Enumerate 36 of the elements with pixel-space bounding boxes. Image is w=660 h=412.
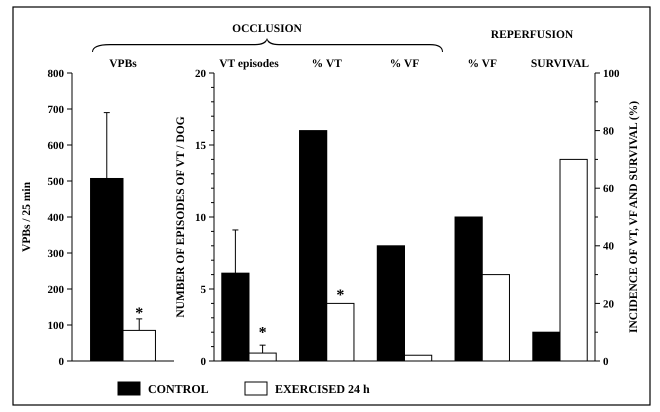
x-tick-label: VT episodes (219, 58, 280, 70)
x-tick-label: % VF (390, 58, 420, 70)
y-tick-label: 0 (58, 356, 64, 368)
y2-tick-label: 40 (603, 240, 614, 253)
y-axis-title: NUMBER OF EPISODES OF VT / DOG (175, 116, 187, 318)
y-tick-label: 800 (48, 68, 64, 80)
y2-tick-label: 60 (603, 183, 614, 196)
x-tick-label: VPBs (109, 58, 138, 70)
x-tick-label: % VF (468, 58, 498, 70)
y-tick-label: 300 (48, 248, 64, 260)
y-tick-label: 400 (48, 212, 64, 224)
y-tick-label: 10 (195, 212, 206, 224)
y-tick-label: 700 (48, 104, 64, 116)
text: REPERFUSION (490, 29, 574, 41)
y2-tick-label: 20 (603, 298, 614, 310)
y2-tick-label: 100 (603, 68, 620, 80)
legend-label: CONTROL (148, 382, 209, 396)
y-tick-label: 600 (48, 140, 64, 152)
y-tick-label: 20 (195, 68, 206, 80)
legend-label: EXERCISED 24 h (275, 382, 370, 396)
y-tick-label: 0 (200, 356, 206, 368)
y-tick-label: 500 (48, 176, 64, 188)
annotation: * (135, 305, 144, 322)
y-tick-label: 5 (200, 284, 206, 296)
text: OCCLUSION (232, 23, 303, 35)
x-tick-label: % VT (312, 58, 342, 70)
x-tick-label: SURVIVAL (530, 58, 590, 70)
y-tick-label: 200 (48, 284, 64, 296)
y-tick-label: 100 (48, 320, 64, 332)
y2-axis-title: INCIDENCE OF VT, VF AND SURVIVAL (%) (628, 100, 640, 334)
y2-tick-label: 0 (603, 356, 609, 368)
y-axis-title: VPBs / 25 min (21, 181, 33, 252)
annotation: * (258, 324, 267, 342)
annotation: * (336, 287, 344, 304)
y-tick-label: 15 (195, 140, 206, 152)
y2-tick-label: 80 (603, 125, 614, 138)
